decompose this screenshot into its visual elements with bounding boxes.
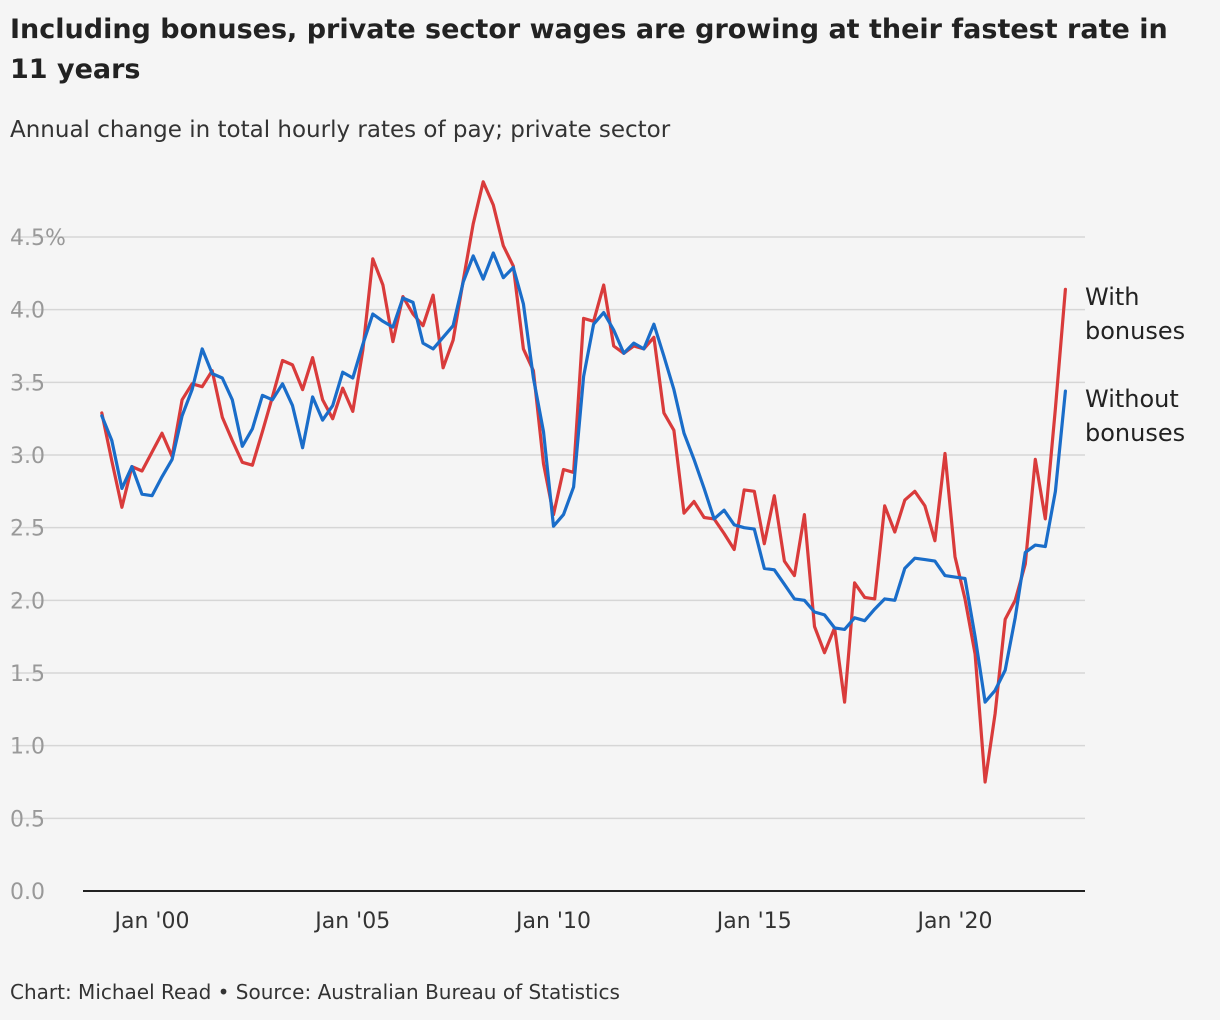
x-tick-label: Jan '15: [715, 909, 792, 934]
series-label: bonuses: [1085, 419, 1185, 447]
y-tick-label: 4.0: [10, 299, 45, 324]
gridlines: [12, 236, 1085, 820]
y-tick-label: 0.5: [10, 807, 45, 832]
y-tick-label: 3.5: [10, 371, 45, 396]
y-tick-label: 2.5: [10, 517, 45, 542]
y-tick-label: 1.5: [10, 662, 45, 687]
y-tick-label: 2.0: [10, 589, 45, 614]
chart-title: Including bonuses, private sector wages …: [10, 14, 1168, 85]
series-label: With: [1085, 283, 1140, 311]
x-axis-ticks: Jan '00 Jan '05 Jan '10 Jan '15 Jan '20: [113, 909, 993, 934]
x-tick-label: Jan '05: [313, 909, 390, 934]
y-tick-label: 0.0: [10, 880, 45, 905]
x-tick-label: Jan '20: [916, 909, 993, 934]
x-tick-label: Jan '10: [514, 909, 591, 934]
series-label: bonuses: [1085, 317, 1185, 345]
y-tick-label: 3.0: [10, 444, 45, 469]
series-line-with-bonuses: [100, 180, 1068, 784]
y-tick-label: 4.5%: [10, 226, 66, 251]
series-label: Without: [1085, 385, 1179, 413]
y-tick-label: 1.0: [10, 735, 45, 760]
y-axis-ticks: 0.0 0.5 1.0 1.5 2.0 2.5 3.0 3.5 4.0 4.5%: [10, 226, 66, 905]
series-labels: With bonuses Without bonuses: [1085, 283, 1185, 447]
series-line-without-bonuses: [100, 251, 1068, 704]
chart-credit: Chart: Michael Read • Source: Australian…: [10, 980, 620, 1004]
x-tick-label: Jan '00: [113, 909, 190, 934]
chart-subtitle: Annual change in total hourly rates of p…: [10, 117, 671, 143]
series-lines: [100, 180, 1068, 784]
